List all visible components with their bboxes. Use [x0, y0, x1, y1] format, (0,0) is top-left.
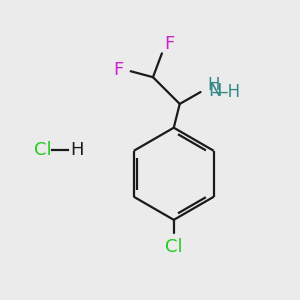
Text: Cl: Cl — [34, 141, 52, 159]
Text: H: H — [70, 141, 84, 159]
Text: Cl: Cl — [165, 238, 183, 256]
Text: N: N — [208, 82, 221, 100]
Text: —H: —H — [211, 83, 240, 101]
Text: H: H — [208, 76, 220, 94]
Text: F: F — [113, 61, 123, 79]
Text: F: F — [164, 35, 174, 53]
